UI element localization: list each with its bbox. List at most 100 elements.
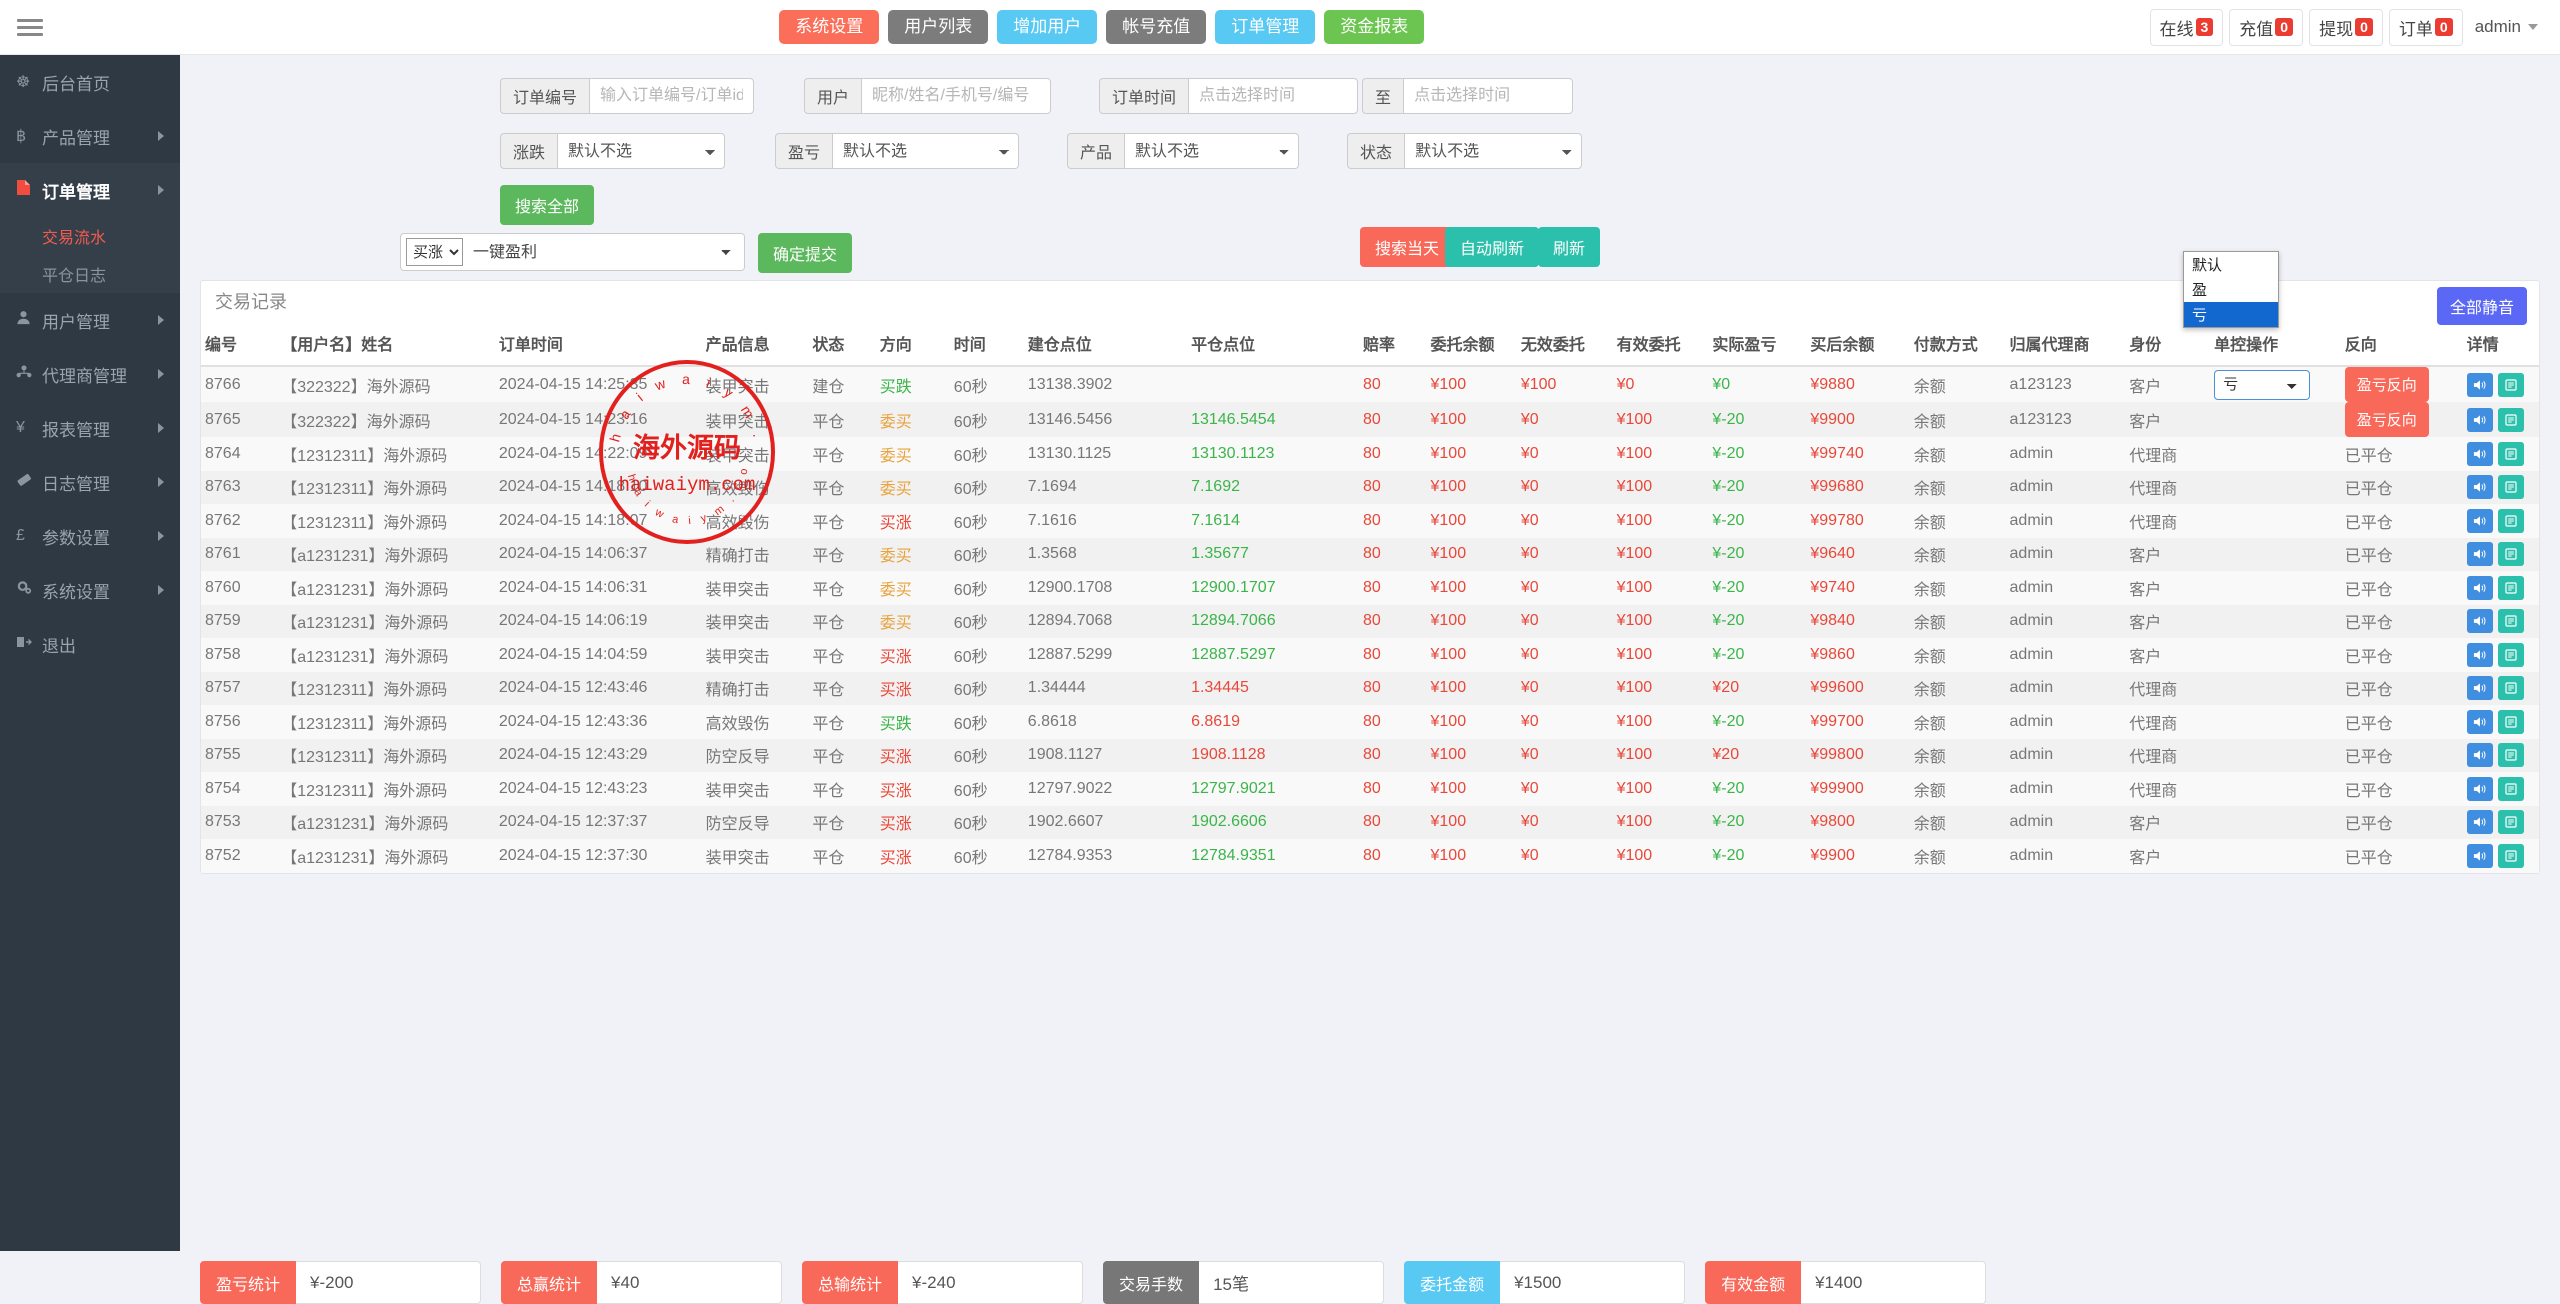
- order-no-input[interactable]: [589, 78, 754, 114]
- profit-loss-reverse-button[interactable]: 盈亏反向: [2345, 402, 2429, 437]
- cell-after-balance: ¥9640: [1806, 538, 1909, 572]
- cell-valid-entrust: ¥100: [1613, 571, 1709, 605]
- detail-list-icon[interactable]: [2498, 810, 2524, 834]
- chevron-right-icon: [158, 369, 164, 379]
- cell-detail: [2463, 504, 2539, 538]
- detail-list-icon[interactable]: [2498, 777, 2524, 801]
- cell-status: 平仓: [808, 605, 875, 639]
- sidebar-item-system[interactable]: 系统设置: [0, 563, 180, 617]
- stat-label: 总赢统计: [501, 1261, 597, 1304]
- cell-invalid-entrust: ¥0: [1517, 839, 1613, 873]
- search-today-button[interactable]: 搜索当天: [1360, 227, 1454, 267]
- cell-reverse: 已平仓: [2341, 839, 2463, 873]
- cell-open-point: 12887.5299: [1024, 638, 1187, 672]
- cell-detail: [2463, 605, 2539, 639]
- nav-button-system-settings[interactable]: 系统设置: [779, 10, 879, 44]
- sound-icon[interactable]: [2467, 710, 2493, 734]
- single-control-select[interactable]: 亏: [2214, 370, 2310, 400]
- order-time-to-input[interactable]: [1403, 78, 1573, 114]
- confirm-submit-button[interactable]: 确定提交: [758, 233, 852, 273]
- withdraw-counter[interactable]: 提现 0: [2309, 9, 2383, 46]
- col-duration: 时间: [950, 321, 1024, 366]
- dropdown-option-盈[interactable]: 盈: [2184, 277, 2278, 302]
- sound-icon[interactable]: [2467, 475, 2493, 499]
- cell-odds: 80: [1359, 471, 1426, 505]
- single-control-dropdown-open[interactable]: 默认盈亏: [2183, 251, 2279, 328]
- nav-button-user-list[interactable]: 用户列表: [888, 10, 988, 44]
- profit-loss-select[interactable]: 默认不选: [832, 133, 1019, 169]
- sound-icon[interactable]: [2467, 743, 2493, 767]
- detail-list-icon[interactable]: [2498, 442, 2524, 466]
- order-time-from-input[interactable]: [1188, 78, 1358, 114]
- detail-list-icon[interactable]: [2498, 475, 2524, 499]
- online-counter[interactable]: 在线 3: [2150, 9, 2224, 46]
- detail-list-icon[interactable]: [2498, 542, 2524, 566]
- cell-user: 【12312311】海外源码: [277, 672, 495, 706]
- mute-all-button[interactable]: 全部静音: [2437, 287, 2527, 325]
- recharge-counter[interactable]: 充值 0: [2229, 9, 2303, 46]
- sound-icon[interactable]: [2467, 844, 2493, 868]
- cell-entrust-balance: ¥100: [1427, 538, 1517, 572]
- search-all-button[interactable]: 搜索全部: [500, 185, 594, 225]
- sidebar-subitem-close-log[interactable]: 平仓日志: [0, 255, 180, 293]
- sidebar-item-agent[interactable]: 代理商管理: [0, 347, 180, 401]
- sound-icon[interactable]: [2467, 643, 2493, 667]
- dropdown-option-亏[interactable]: 亏: [2184, 302, 2278, 327]
- cell-status: 平仓: [808, 806, 875, 840]
- sidebar-item-logout[interactable]: 退出: [0, 617, 180, 671]
- product-select[interactable]: 默认不选: [1124, 133, 1299, 169]
- sound-icon[interactable]: [2467, 509, 2493, 533]
- profit-loss-reverse-button[interactable]: 盈亏反向: [2345, 367, 2429, 402]
- nav-button-order-management[interactable]: 订单管理: [1215, 10, 1315, 44]
- detail-list-icon[interactable]: [2498, 743, 2524, 767]
- nav-button-fund-report[interactable]: 资金报表: [1324, 10, 1424, 44]
- sound-icon[interactable]: [2467, 576, 2493, 600]
- sound-icon[interactable]: [2467, 442, 2493, 466]
- detail-list-icon[interactable]: [2498, 609, 2524, 633]
- dropdown-option-默认[interactable]: 默认: [2184, 252, 2278, 277]
- cell-valid-entrust: ¥100: [1613, 705, 1709, 739]
- auto-refresh-button[interactable]: 自动刷新: [1445, 227, 1539, 267]
- nav-button-account-recharge[interactable]: 帐号充值: [1106, 10, 1206, 44]
- sound-icon[interactable]: [2467, 408, 2493, 432]
- rise-fall-select[interactable]: 默认不选: [557, 133, 725, 169]
- sidebar-item-log[interactable]: 日志管理: [0, 455, 180, 509]
- sidebar-subitem-transaction-flow[interactable]: 交易流水: [0, 217, 180, 255]
- sound-icon[interactable]: [2467, 373, 2493, 397]
- cell-after-balance: ¥9800: [1806, 806, 1909, 840]
- sidebar-item-product[interactable]: ฿ 产品管理: [0, 109, 180, 163]
- sidebar-item-order[interactable]: 订单管理: [0, 163, 180, 217]
- detail-list-icon[interactable]: [2498, 576, 2524, 600]
- sidebar-item-dashboard[interactable]: ☸ 后台首页: [0, 55, 180, 109]
- stat-value: ¥1400: [1801, 1261, 1986, 1304]
- cell-reverse: 已平仓: [2341, 672, 2463, 706]
- detail-list-icon[interactable]: [2498, 710, 2524, 734]
- detail-list-icon[interactable]: [2498, 676, 2524, 700]
- detail-list-icon[interactable]: [2498, 373, 2524, 397]
- hamburger-icon[interactable]: [0, 0, 60, 55]
- cell-agent: admin: [2006, 772, 2126, 806]
- one-click-direction-select[interactable]: 买涨: [406, 238, 463, 266]
- refresh-button[interactable]: 刷新: [1538, 227, 1600, 267]
- user-input[interactable]: [861, 78, 1051, 114]
- sidebar-item-user[interactable]: 用户管理: [0, 293, 180, 347]
- detail-list-icon[interactable]: [2498, 509, 2524, 533]
- detail-list-icon[interactable]: [2498, 844, 2524, 868]
- sound-icon[interactable]: [2467, 676, 2493, 700]
- sound-icon[interactable]: [2467, 777, 2493, 801]
- cell-odds: 80: [1359, 772, 1426, 806]
- user-menu[interactable]: admin: [2475, 17, 2538, 37]
- detail-list-icon[interactable]: [2498, 643, 2524, 667]
- sidebar-item-report[interactable]: ¥ 报表管理: [0, 401, 180, 455]
- sidebar-item-params[interactable]: £ 参数设置: [0, 509, 180, 563]
- status-select[interactable]: 默认不选: [1404, 133, 1582, 169]
- one-click-action-select[interactable]: 一键盈利: [463, 234, 744, 270]
- sound-icon[interactable]: [2467, 542, 2493, 566]
- nav-button-add-user[interactable]: 增加用户: [997, 10, 1097, 44]
- order-counter[interactable]: 订单 0: [2389, 9, 2463, 46]
- sound-icon[interactable]: [2467, 810, 2493, 834]
- cell-order-time: 2024-04-15 12:43:36: [495, 705, 702, 739]
- sound-icon[interactable]: [2467, 609, 2493, 633]
- detail-list-icon[interactable]: [2498, 408, 2524, 432]
- cell-valid-entrust: ¥100: [1613, 806, 1709, 840]
